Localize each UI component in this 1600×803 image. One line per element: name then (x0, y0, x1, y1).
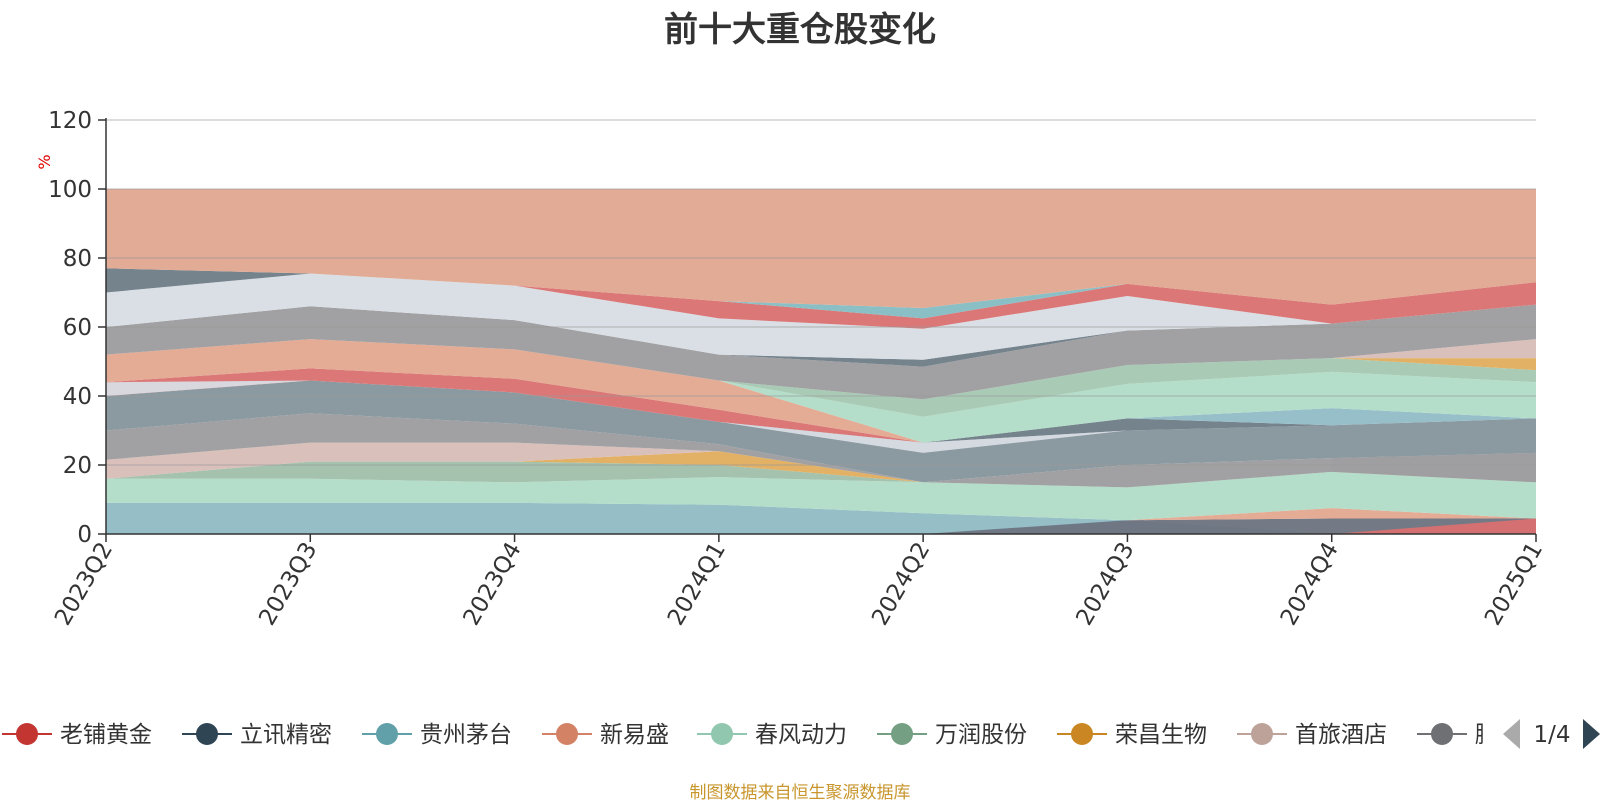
area-band-4 (106, 471, 1536, 521)
legend-items: 老铺黄金 立讯精密 贵州茅台 新易盛 春风动力 万润股份 荣昌生物 首旅酒店 腾讯 (2, 722, 1521, 748)
legend-item[interactable]: 首旅酒店 (1237, 722, 1387, 748)
legend-marker-icon (556, 723, 578, 745)
area-band-6 (310, 451, 924, 483)
y-tick-label: 0 (77, 522, 92, 548)
legend-prev-page-icon[interactable] (1503, 719, 1520, 749)
legend-marker-icon (1251, 723, 1273, 745)
legend-marker-icon (376, 723, 398, 745)
legend-marker-icon (16, 723, 38, 745)
area-band-16 (718, 358, 1536, 417)
legend-label: 贵州茅台 (420, 722, 512, 748)
legend-item[interactable]: 新易盛 (542, 722, 669, 748)
legend-marker-icon (891, 723, 913, 745)
legend-item[interactable]: 老铺黄金 (2, 722, 152, 748)
chart-title: 前十大重仓股变化 (664, 10, 936, 50)
y-tick-label: 80 (63, 246, 92, 272)
area-band-22 (514, 282, 1536, 329)
y-tick-label: 40 (63, 384, 92, 410)
legend-marker-icon (1431, 723, 1453, 745)
legend-item[interactable]: 立讯精密 (182, 722, 332, 748)
x-tick-label: 2023Q3 (254, 538, 322, 630)
legend-label: 腾讯 (1475, 722, 1521, 748)
y-axis-label: % (35, 154, 54, 169)
area-band-14 (106, 339, 924, 443)
legend-label: 春风动力 (755, 722, 847, 748)
x-tick-label: 2024Q2 (867, 538, 935, 630)
legend-label: 首旅酒店 (1295, 722, 1387, 748)
legend-label: 立讯精密 (240, 722, 332, 748)
legend-label: 荣昌生物 (1115, 722, 1207, 748)
y-tick-label: 120 (48, 108, 92, 134)
x-tick-label: 2024Q4 (1276, 538, 1344, 630)
area-band-17 (1331, 358, 1536, 371)
legend-marker-icon (1071, 723, 1093, 745)
legend-item[interactable]: 春风动力 (697, 722, 847, 748)
legend-marker-icon (196, 723, 218, 745)
area-band-7 (106, 442, 924, 483)
area-band-3 (1127, 508, 1536, 521)
x-tick-label: 2024Q3 (1071, 538, 1139, 630)
legend-label: 新易盛 (600, 722, 669, 748)
area-band-15 (718, 371, 1536, 443)
y-tick-label: 20 (63, 453, 92, 479)
area-band-12 (106, 380, 1128, 453)
area-band-11 (106, 368, 924, 443)
area-band-9 (106, 380, 1536, 483)
legend: 老铺黄金 立讯精密 贵州茅台 新易盛 春风动力 万润股份 荣昌生物 首旅酒店 腾讯 1/4 (2, 719, 1600, 749)
area-bands (106, 189, 1536, 534)
legend-marker-icon (711, 723, 733, 745)
y-tick-label: 100 (48, 177, 92, 203)
y-tick-label: 60 (63, 315, 92, 341)
area-band-20 (718, 330, 1128, 367)
grid-lines (106, 119, 1536, 466)
x-tick-label: 2025Q1 (1480, 538, 1548, 630)
area-band-2 (1331, 518, 1536, 534)
area-band-13 (1127, 408, 1536, 426)
legend-item[interactable]: 万润股份 (877, 722, 1027, 748)
area-band-23 (718, 283, 1128, 319)
x-tick-label: 2023Q2 (50, 538, 118, 630)
legend-item[interactable]: 腾讯 (1417, 722, 1521, 748)
source-note: 制图数据来自恒生聚源数据库 (689, 783, 911, 803)
x-tick-label: 2024Q1 (663, 538, 731, 630)
legend-page-indicator: 1/4 (1533, 722, 1570, 748)
area-band-8 (106, 413, 1536, 488)
x-tick-label: 2023Q4 (459, 538, 527, 630)
area-band-25 (106, 189, 1536, 308)
legend-next-page-icon[interactable] (1583, 719, 1600, 749)
area-band-21 (106, 273, 1332, 360)
legend-item[interactable]: 荣昌生物 (1057, 722, 1207, 748)
area-band-19 (106, 304, 1536, 400)
area-band-10 (923, 418, 1536, 443)
legend-label: 老铺黄金 (60, 722, 152, 748)
area-band-5 (106, 461, 924, 483)
legend-label: 万润股份 (935, 722, 1027, 748)
area-band-24 (106, 268, 515, 293)
legend-item[interactable]: 贵州茅台 (362, 722, 512, 748)
